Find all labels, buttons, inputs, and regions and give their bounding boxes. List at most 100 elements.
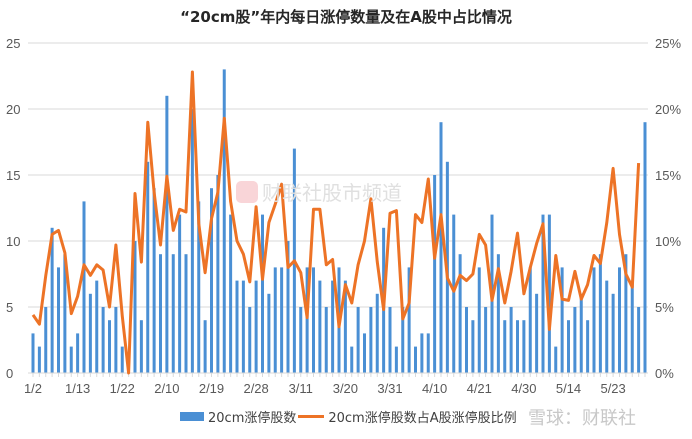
bar <box>286 241 290 373</box>
bar <box>165 95 169 374</box>
bar <box>178 214 182 373</box>
bar <box>496 254 500 373</box>
bar <box>433 175 437 373</box>
y-right-tick: 25% <box>655 36 681 51</box>
bar <box>280 267 284 373</box>
bar <box>375 293 379 373</box>
bar <box>261 214 264 373</box>
y-left-tick: 25 <box>6 36 20 51</box>
bar <box>133 241 137 373</box>
bar <box>630 280 634 373</box>
bar <box>152 188 156 373</box>
bar <box>452 214 456 373</box>
bar <box>229 214 233 373</box>
y-right-tick: 5% <box>655 300 674 315</box>
bar <box>624 254 628 373</box>
bar <box>420 333 424 373</box>
bar <box>139 320 143 373</box>
bar <box>522 320 526 373</box>
legend-line-label: 20cm涨停股数占A股涨停股比例 <box>328 411 517 426</box>
bar <box>560 267 564 373</box>
watermark-xueqiu: 雪球：财联社 <box>528 408 636 429</box>
bar <box>159 254 162 373</box>
bar <box>465 307 468 373</box>
bar <box>190 109 194 373</box>
bar <box>643 122 647 373</box>
x-tick-label: 3/11 <box>289 381 313 396</box>
y-left-tick: 0 <box>6 366 13 381</box>
bar <box>592 267 596 373</box>
bar <box>547 214 551 373</box>
cls-logo-icon <box>236 180 258 203</box>
x-tick-label: 2/19 <box>199 381 224 396</box>
bar <box>318 280 322 373</box>
bar <box>254 280 258 373</box>
x-tick-label: 2/28 <box>243 381 268 396</box>
x-axis: 1/2 1/13 1/22 2/10 2/19 2/28 3/11 3/20 3/31 4/10 4… <box>24 372 648 396</box>
x-tick-label: 4/21 <box>467 381 492 396</box>
y-right-tick: 20% <box>655 102 681 117</box>
bar <box>541 214 545 373</box>
bar <box>401 307 405 373</box>
x-tick-label: 2/10 <box>154 381 179 396</box>
bar <box>414 346 417 373</box>
bar <box>407 267 411 373</box>
bar <box>203 320 207 373</box>
bar <box>50 227 54 373</box>
y-right-tick: 0% <box>655 366 674 381</box>
bar <box>95 280 99 373</box>
x-tick-label: 3/20 <box>333 381 358 396</box>
y-right-tick: 10% <box>655 234 681 249</box>
bar <box>363 333 366 373</box>
bar <box>611 293 615 373</box>
x-tick-label: 5/14 <box>556 381 581 396</box>
bar <box>44 307 48 373</box>
bar <box>184 254 188 373</box>
bar <box>369 307 373 373</box>
bar <box>605 280 609 373</box>
x-tick-label: 4/30 <box>511 381 536 396</box>
bar <box>439 122 443 373</box>
line-series <box>31 70 641 375</box>
bar <box>509 307 513 373</box>
x-tick-label: 1/13 <box>65 381 90 396</box>
bar <box>210 188 213 373</box>
bar <box>350 346 354 373</box>
bar <box>516 320 519 373</box>
bar <box>331 280 335 373</box>
bar <box>305 267 309 373</box>
y-left-tick: 20 <box>6 102 20 117</box>
y-axis-left: 0 5 10 15 20 25 <box>6 36 20 381</box>
y-right-tick: 15% <box>655 168 681 183</box>
bar <box>248 307 252 373</box>
y-left-tick: 15 <box>6 168 20 183</box>
x-tick-label: 5/23 <box>600 381 625 396</box>
bar <box>216 175 220 373</box>
bar <box>101 307 105 373</box>
bar <box>69 346 73 373</box>
bar <box>324 307 328 373</box>
bar <box>235 280 239 373</box>
bar <box>82 201 86 373</box>
bar <box>63 254 67 373</box>
bar <box>114 307 118 373</box>
bar <box>267 293 271 373</box>
bar <box>535 293 539 373</box>
legend: 20cm涨停股数 20cm涨停股数占A股涨停股比例 <box>180 407 517 426</box>
bar <box>554 346 558 373</box>
bar <box>299 307 303 373</box>
legend-bar-label: 20cm涨停股数 <box>208 411 297 426</box>
bar <box>598 254 602 373</box>
bar <box>343 280 347 373</box>
bar <box>426 333 430 373</box>
bar <box>503 320 507 373</box>
y-left-tick: 10 <box>6 234 20 249</box>
bar <box>484 307 488 373</box>
bar <box>471 320 475 373</box>
x-tick-label: 3/31 <box>377 381 402 396</box>
bar <box>171 254 175 373</box>
bar <box>586 320 590 373</box>
bar <box>477 267 481 373</box>
legend-bar-swatch <box>180 412 204 421</box>
